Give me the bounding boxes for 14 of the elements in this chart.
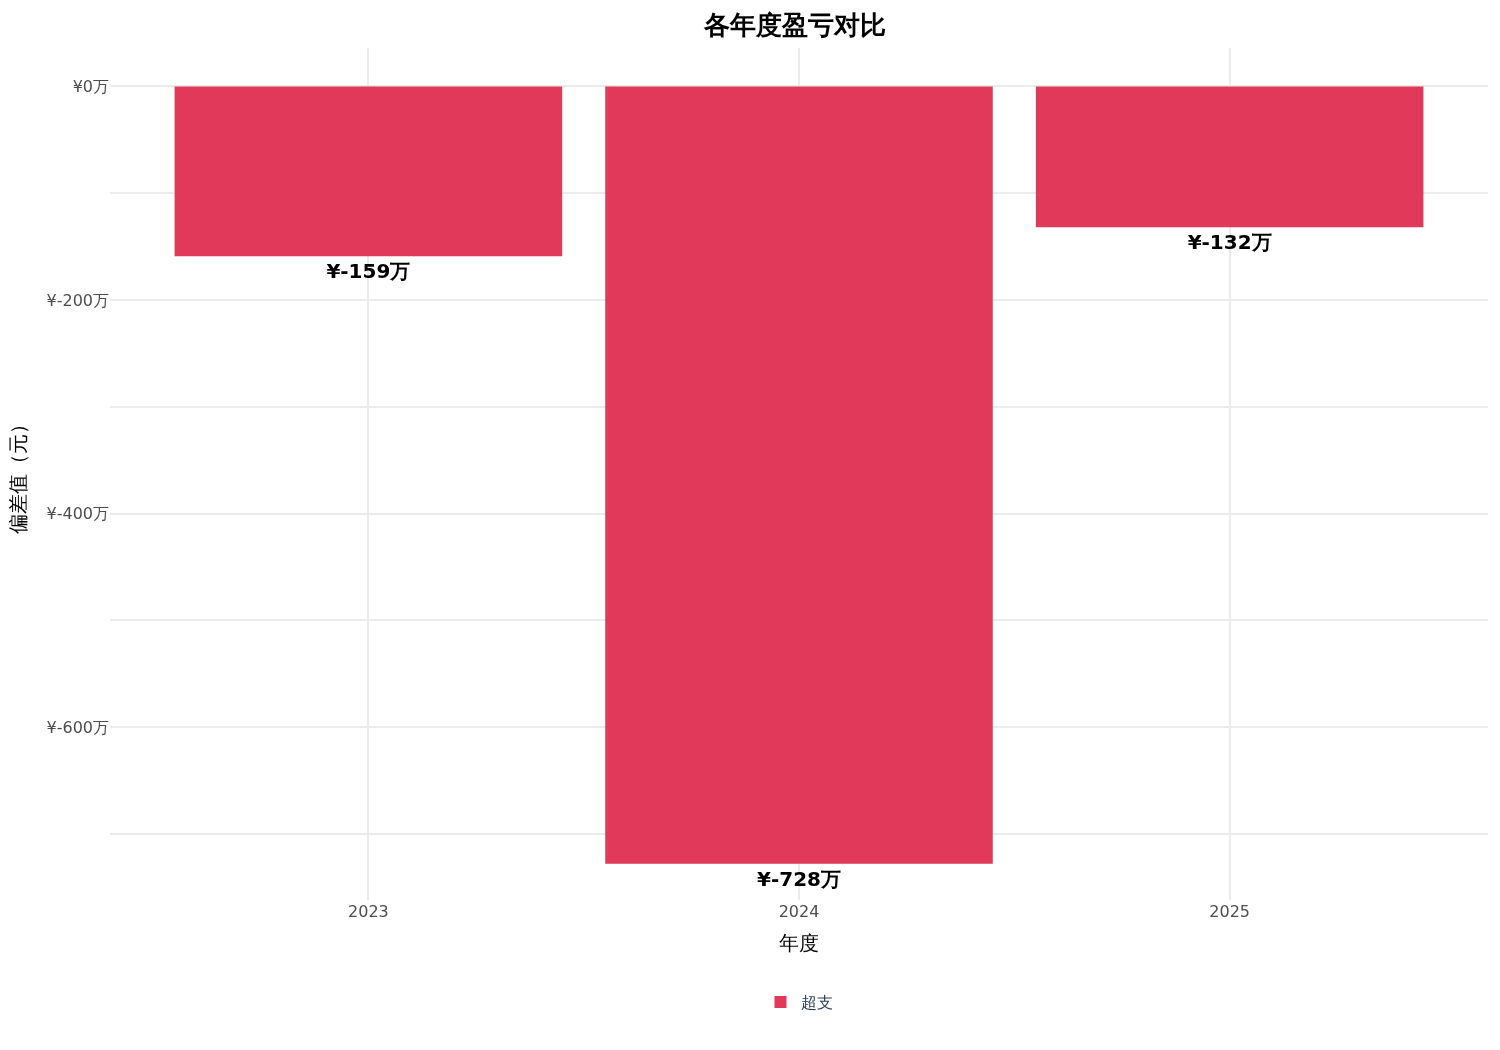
y-tick-label: ¥-200万	[46, 290, 109, 310]
data-label: ¥-728万	[757, 866, 841, 891]
y-tick-label: ¥-400万	[46, 504, 109, 524]
y-tick-label: ¥0万	[72, 77, 109, 97]
legend-label: 超支	[800, 993, 833, 1013]
data-label: ¥-159万	[326, 259, 411, 284]
x-tick-label: 2024	[778, 902, 820, 921]
y-tick-label: ¥-600万	[46, 717, 109, 737]
x-tick-label: 2025	[1209, 902, 1250, 921]
x-tick-label: 2023	[348, 902, 389, 921]
x-axis-title: 年度	[779, 930, 819, 955]
y-axis-title: 偏差值（元）	[6, 414, 30, 534]
data-label: ¥-132万	[1187, 230, 1272, 255]
chart-title: 各年度盈亏对比	[703, 9, 886, 40]
